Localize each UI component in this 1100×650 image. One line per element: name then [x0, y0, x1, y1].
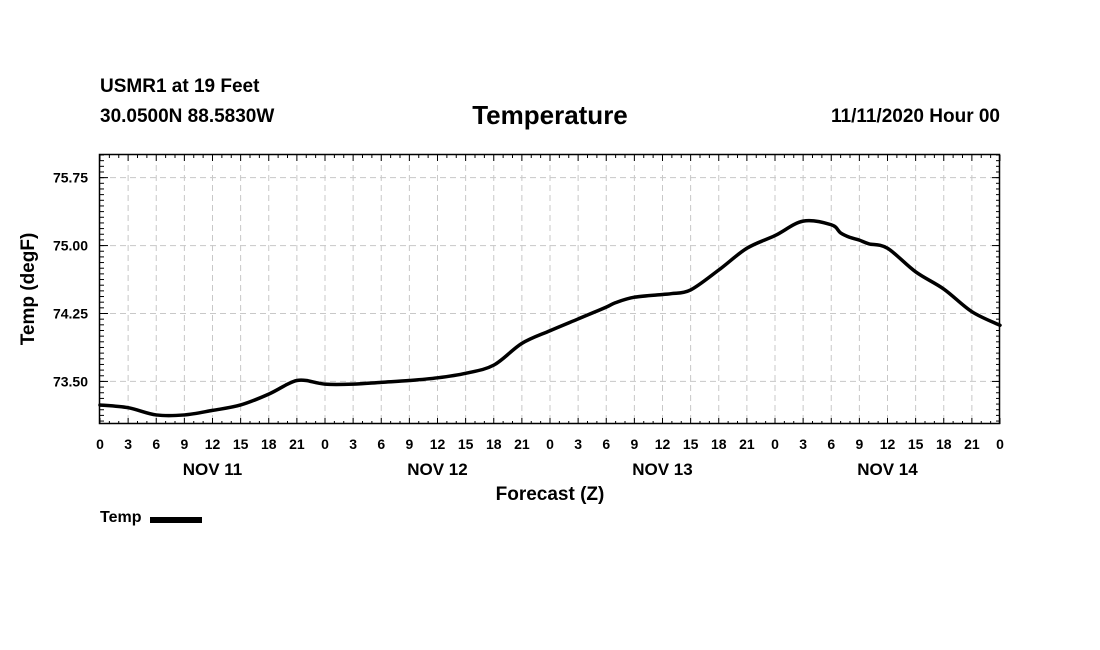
x-tick-label: 12 [430, 436, 446, 452]
x-tick-label: 9 [405, 436, 413, 452]
x-tick-label: 15 [683, 436, 699, 452]
x-tick-label: 0 [321, 436, 329, 452]
y-tick-label: 75.75 [53, 170, 88, 186]
x-tick-label: 6 [827, 436, 835, 452]
x-tick-label: 12 [205, 436, 221, 452]
x-tick-label: 9 [630, 436, 638, 452]
x-tick-label: 15 [233, 436, 249, 452]
x-tick-label: 21 [739, 436, 755, 452]
x-tick-label: 3 [799, 436, 807, 452]
x-tick-label: 18 [261, 436, 277, 452]
station-coordinates: 30.0500N 88.5830W [100, 106, 275, 127]
x-tick-label: 3 [349, 436, 357, 452]
axis-ticks [99, 154, 1001, 424]
axis-labels: 0 3 6 9 12 15 18 21 0 3 6 9 12 15 18 21 0 3 6 9 12 15 18 21 0 3 6 9… [53, 170, 1004, 479]
x-tick-label: 12 [880, 436, 896, 452]
x-tick-label: 18 [486, 436, 502, 452]
x-tick-label: 6 [152, 436, 160, 452]
x-tick-label: 0 [96, 436, 104, 452]
x-tick-label: 15 [908, 436, 924, 452]
series-layer [98, 218, 1002, 418]
x-tick-label: 9 [180, 436, 188, 452]
x-tick-label: 3 [124, 436, 132, 452]
y-tick-label: 75.00 [53, 238, 88, 254]
x-day-label: NOV 11 [183, 460, 243, 479]
legend-swatch-temp [150, 516, 203, 523]
legend-label-temp: Temp [100, 509, 142, 526]
x-axis-title: Forecast (Z) [496, 484, 605, 505]
x-day-label: NOV 14 [857, 460, 918, 479]
chart-title: Temperature [472, 100, 628, 130]
forecast-run-time: 11/11/2020 Hour 00 [830, 106, 1000, 127]
x-tick-label: 21 [964, 436, 980, 452]
x-tick-label: 6 [377, 436, 385, 452]
x-tick-label: 9 [855, 436, 863, 452]
y-axis-title: Temp (degF) [18, 233, 39, 346]
x-tick-label: 21 [514, 436, 530, 452]
x-tick-label: 0 [771, 436, 779, 452]
series-line-temp [98, 218, 1002, 418]
x-tick-label: 18 [711, 436, 727, 452]
x-tick-label: 0 [996, 436, 1004, 452]
x-tick-label: 12 [655, 436, 671, 452]
y-tick-label: 73.50 [53, 373, 88, 389]
x-tick-label: 15 [458, 436, 474, 452]
x-tick-label: 18 [936, 436, 952, 452]
x-tick-label: 21 [289, 436, 305, 452]
station-name: USMR1 at 19 Feet [100, 76, 260, 97]
x-day-label: NOV 12 [407, 460, 467, 479]
y-tick-label: 74.25 [53, 306, 88, 322]
grid [100, 155, 1000, 424]
x-day-label: NOV 13 [632, 460, 692, 479]
x-tick-label: 0 [546, 436, 554, 452]
x-tick-label: 6 [602, 436, 610, 452]
x-tick-label: 3 [574, 436, 582, 452]
legend: Temp [100, 509, 203, 527]
